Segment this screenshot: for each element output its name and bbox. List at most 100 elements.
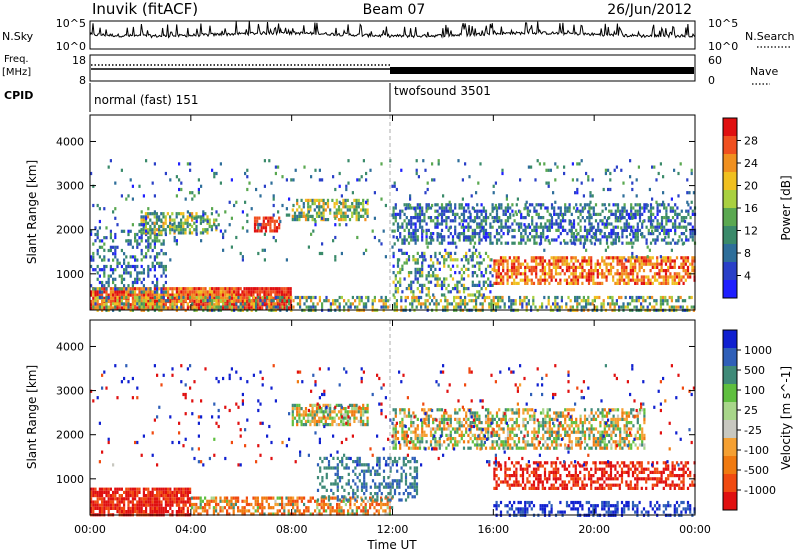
range-gate-cell <box>580 299 583 303</box>
range-gate-cell <box>437 159 440 163</box>
range-gate-cell <box>601 269 604 273</box>
range-gate-cell <box>539 203 543 207</box>
range-gate-cell <box>489 280 492 284</box>
range-gate-cell <box>686 275 690 279</box>
range-gate-cell <box>123 497 126 501</box>
range-gate-cell <box>559 232 562 236</box>
range-gate-cell <box>554 295 557 300</box>
range-gate-cell <box>294 502 297 507</box>
y-tick-label: 4000 <box>56 135 84 148</box>
range-gate-cell <box>259 512 262 516</box>
range-gate-cell <box>349 496 352 500</box>
range-gate-cell <box>610 209 613 213</box>
range-gate-cell <box>204 502 207 507</box>
range-gate-cell <box>158 506 161 510</box>
range-gate-cell <box>550 203 554 207</box>
range-gate-cell <box>208 295 211 300</box>
range-gate-cell <box>524 203 527 207</box>
range-gate-cell <box>680 256 683 260</box>
range-gate-cell <box>412 258 415 262</box>
range-gate-cell <box>164 228 167 232</box>
range-gate-cell <box>428 295 431 300</box>
range-gate-cell <box>620 259 624 263</box>
range-gate-cell <box>356 295 359 300</box>
range-gate-cell <box>583 228 587 232</box>
range-gate-cell <box>685 228 688 232</box>
range-gate-cell <box>224 296 227 300</box>
range-gate-cell <box>439 299 442 303</box>
range-gate-cell <box>583 275 586 279</box>
range-gate-cell <box>160 299 163 303</box>
range-gate-cell <box>552 191 555 195</box>
range-gate-cell <box>335 214 338 218</box>
range-gate-cell <box>548 259 551 263</box>
range-gate-cell <box>344 407 347 411</box>
range-gate-cell <box>123 302 126 306</box>
range-gate-cell <box>184 231 187 235</box>
range-gate-cell <box>300 407 303 411</box>
range-gate-cell <box>254 509 257 513</box>
range-gate-cell <box>467 238 470 242</box>
range-gate-cell <box>394 216 397 220</box>
range-gate-cell <box>142 223 145 227</box>
range-gate-cell <box>311 512 314 516</box>
range-gate-cell <box>533 241 536 245</box>
range-gate-cell <box>145 252 148 256</box>
range-gate-cell <box>303 295 306 300</box>
range-gate-cell <box>660 238 664 242</box>
range-gate-cell <box>666 302 669 306</box>
range-gate-cell <box>353 413 356 417</box>
range-gate-cell <box>513 256 516 260</box>
range-gate-cell <box>365 248 368 252</box>
range-gate-cell <box>178 290 181 294</box>
range-gate-cell <box>433 178 436 182</box>
range-gate-cell <box>208 224 211 229</box>
range-gate-cell <box>429 216 433 220</box>
range-gate-cell <box>324 419 327 423</box>
range-gate-cell <box>189 213 192 217</box>
range-gate-cell <box>215 299 218 303</box>
range-gate-cell <box>437 232 440 236</box>
range-gate-cell <box>201 509 204 513</box>
range-gate-cell <box>409 194 412 198</box>
range-gate-cell <box>145 503 148 507</box>
range-gate-cell <box>601 235 604 239</box>
range-gate-cell <box>109 245 112 249</box>
range-gate-cell <box>499 299 502 303</box>
range-gate-cell <box>605 265 608 269</box>
range-gate-cell <box>658 269 661 273</box>
range-gate-cell <box>472 299 475 303</box>
range-gate-cell <box>120 295 123 300</box>
range-gate-cell <box>414 228 417 232</box>
range-gate-cell <box>92 268 95 272</box>
range-gate-cell <box>213 296 216 300</box>
range-gate-cell <box>473 232 477 236</box>
range-gate-cell <box>116 245 119 249</box>
range-gate-cell <box>484 228 488 232</box>
range-gate-cell <box>256 219 259 223</box>
range-gate-cell <box>275 226 279 230</box>
range-gate-cell <box>131 510 134 514</box>
range-gate-cell <box>466 235 469 240</box>
range-gate-cell <box>149 245 152 249</box>
range-gate-cell <box>329 403 332 407</box>
range-gate-cell <box>261 248 264 252</box>
range-gate-cell <box>321 251 324 256</box>
range-gate-cell <box>604 223 607 227</box>
range-gate-cell <box>145 497 148 501</box>
range-gate-cell <box>217 302 220 306</box>
range-gate-cell <box>120 293 123 297</box>
range-gate-cell <box>508 256 511 260</box>
range-gate-cell <box>252 512 255 516</box>
range-gate-cell <box>366 403 369 407</box>
range-gate-cell <box>438 267 441 271</box>
range-gate-cell <box>478 264 481 268</box>
range-gate-cell <box>300 208 303 212</box>
range-gate-cell <box>182 510 185 514</box>
range-gate-cell <box>158 490 161 494</box>
range-gate-cell <box>563 165 566 169</box>
range-gate-cell <box>239 305 242 309</box>
range-gate-cell <box>607 187 610 192</box>
range-gate-cell <box>559 259 562 263</box>
range-gate-cell <box>162 212 165 216</box>
